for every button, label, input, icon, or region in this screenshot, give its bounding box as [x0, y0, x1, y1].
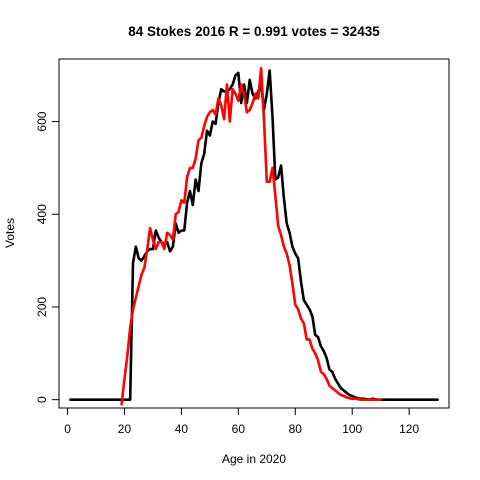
- x-tick-label-6: 120: [399, 422, 419, 436]
- chart-title: 84 Stokes 2016 R = 0.991 votes = 32435: [128, 24, 380, 39]
- y-axis-label: Votes: [3, 218, 17, 248]
- x-axis: 0 20 40 60 80 100 120: [64, 408, 419, 436]
- x-tick-label-4: 80: [289, 422, 303, 436]
- y-tick-label-0: 0: [35, 396, 49, 403]
- x-tick-label-2: 40: [175, 422, 189, 436]
- series-layer: [69, 66, 439, 406]
- y-tick-label-1: 200: [35, 297, 49, 317]
- x-tick-label-1: 20: [118, 422, 132, 436]
- y-tick-label-2: 400: [35, 204, 49, 224]
- y-axis: 0 200 400 600: [35, 111, 59, 403]
- x-tick-label-3: 60: [232, 422, 246, 436]
- x-tick-label-5: 100: [342, 422, 362, 436]
- series-line-actual: [69, 69, 439, 401]
- x-axis-label: Age in 2020: [222, 452, 286, 466]
- series-line-predicted: [120, 66, 382, 406]
- y-tick-label-3: 600: [35, 111, 49, 131]
- plot-frame: [58, 58, 450, 409]
- x-tick-label-0: 0: [64, 422, 71, 436]
